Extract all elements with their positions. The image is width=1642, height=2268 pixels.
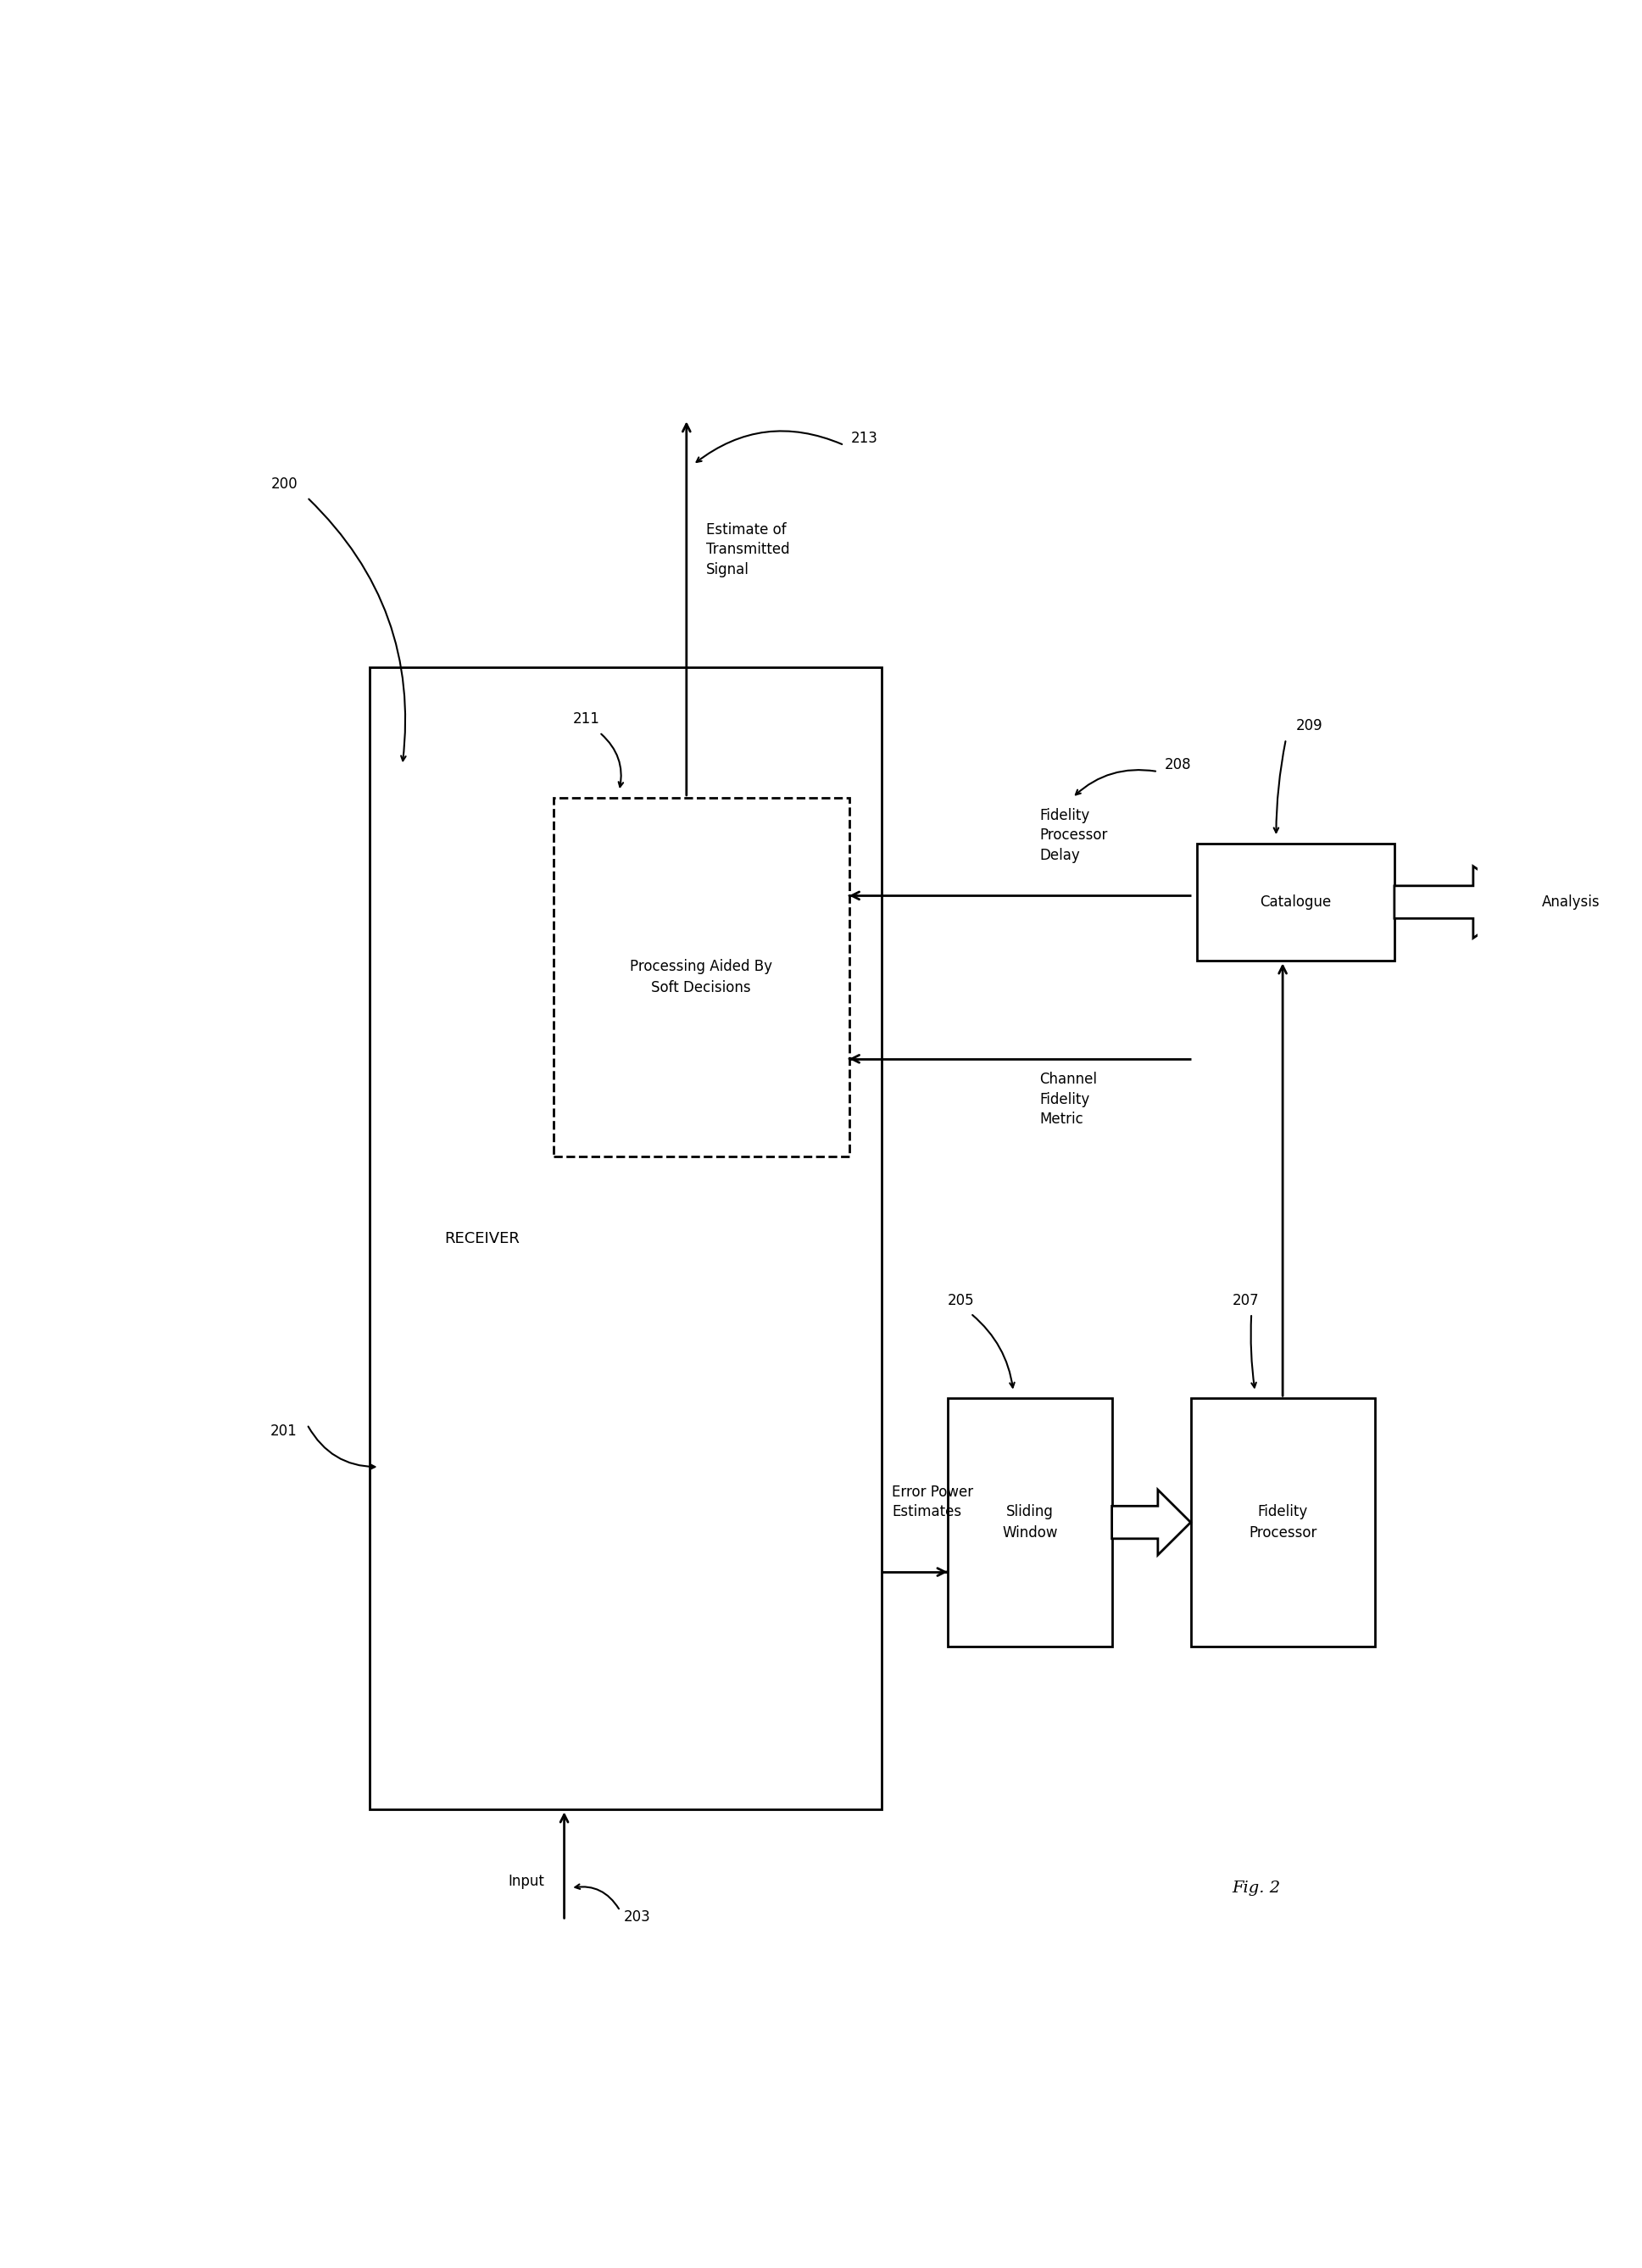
Bar xyxy=(1190,1399,1374,1647)
Text: Analysis: Analysis xyxy=(1542,894,1601,909)
Polygon shape xyxy=(1112,1490,1190,1556)
Text: 208: 208 xyxy=(1164,758,1190,773)
Text: Channel
Fidelity
Metric: Channel Fidelity Metric xyxy=(1039,1073,1097,1127)
Text: Error Power
Estimates: Error Power Estimates xyxy=(892,1486,974,1520)
Text: RECEIVER: RECEIVER xyxy=(445,1232,521,1245)
Polygon shape xyxy=(1394,866,1525,939)
Text: Sliding
Window: Sliding Window xyxy=(1002,1504,1057,1540)
Text: 213: 213 xyxy=(851,431,878,447)
Text: 200: 200 xyxy=(271,476,297,492)
Text: 207: 207 xyxy=(1233,1293,1259,1309)
Text: Catalogue: Catalogue xyxy=(1259,894,1332,909)
Text: 209: 209 xyxy=(1296,719,1322,733)
Bar xyxy=(947,1399,1112,1647)
Text: 211: 211 xyxy=(573,712,599,728)
Text: Input: Input xyxy=(507,1873,545,1889)
Text: Fidelity
Processor
Delay: Fidelity Processor Delay xyxy=(1039,807,1108,864)
Text: 201: 201 xyxy=(271,1424,297,1438)
Bar xyxy=(553,798,849,1157)
Text: Estimate of
Transmitted
Signal: Estimate of Transmitted Signal xyxy=(706,522,790,578)
Bar xyxy=(369,667,882,1810)
Text: 205: 205 xyxy=(947,1293,974,1309)
Text: Processing Aided By
Soft Decisions: Processing Aided By Soft Decisions xyxy=(631,959,772,996)
Bar xyxy=(1197,844,1394,962)
Text: 203: 203 xyxy=(624,1910,650,1926)
Text: Fig. 2: Fig. 2 xyxy=(1232,1880,1281,1896)
Text: Fidelity
Processor: Fidelity Processor xyxy=(1248,1504,1317,1540)
